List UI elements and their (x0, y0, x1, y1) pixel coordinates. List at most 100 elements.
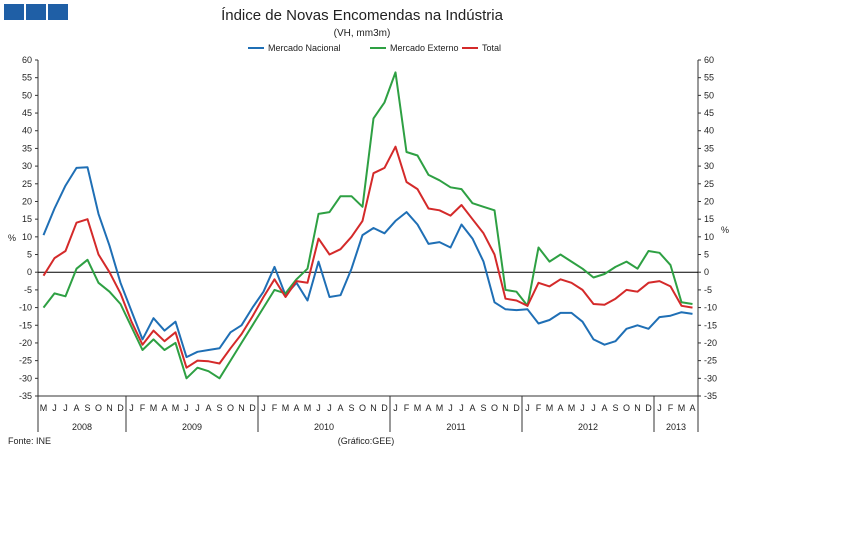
x-tick-label-month: O (623, 403, 630, 413)
y-tick-label-right: 10 (704, 232, 714, 242)
y-tick-label-left: -20 (19, 338, 32, 348)
legend-label: Total (482, 43, 501, 53)
x-tick-label-month: J (52, 403, 57, 413)
x-tick-label-month: N (370, 403, 377, 413)
logo-square-2 (26, 4, 46, 20)
x-tick-label-month: J (393, 403, 398, 413)
x-tick-label-month: S (216, 403, 222, 413)
y-tick-label-right: 45 (704, 108, 714, 118)
x-tick-label-month: M (282, 403, 290, 413)
x-tick-label-month: M (678, 403, 686, 413)
x-tick-label-month: J (261, 403, 266, 413)
y-tick-label-right: 60 (704, 55, 714, 65)
x-tick-label-month: D (513, 403, 520, 413)
y-tick-label-left: 10 (22, 232, 32, 242)
credit-note: (Gráfico:GEE) (338, 436, 395, 446)
y-tick-label-left: -15 (19, 320, 32, 330)
y-tick-label-right: -25 (704, 356, 717, 366)
x-tick-label-month: A (689, 403, 695, 413)
x-tick-label-month: F (404, 403, 410, 413)
chart-subtitle: (VH, mm3m) (334, 28, 391, 39)
x-tick-label-month: D (249, 403, 256, 413)
x-tick-label-year: 2012 (578, 422, 598, 432)
y-tick-label-left: 60 (22, 55, 32, 65)
y-tick-label-left: -25 (19, 356, 32, 366)
x-tick-label-month: J (195, 403, 200, 413)
y-tick-label-right: -20 (704, 338, 717, 348)
y-tick-label-right: -35 (704, 391, 717, 401)
x-tick-label-month: M (414, 403, 422, 413)
series-line-mercado-nacional (42, 166, 693, 359)
logo-square-1 (4, 4, 24, 20)
x-tick-label-month: A (557, 403, 563, 413)
y-tick-label-left: -30 (19, 373, 32, 383)
y-tick-label-right: -10 (704, 303, 717, 313)
x-tick-label-month: O (491, 403, 498, 413)
x-tick-label-month: S (84, 403, 90, 413)
y-tick-label-left: 15 (22, 214, 32, 224)
legend: Mercado Nacional Mercado Externo Total (248, 43, 501, 53)
y-tick-label-left: -10 (19, 303, 32, 313)
y-tick-label-right: 55 (704, 73, 714, 83)
x-tick-label-month: N (502, 403, 509, 413)
legend-label: Mercado Externo (390, 43, 459, 53)
y-tick-label-left: 50 (22, 90, 32, 100)
x-tick-label-month: N (238, 403, 245, 413)
x-tick-label-month: O (227, 403, 234, 413)
y-tick-label-left: 55 (22, 73, 32, 83)
x-tick-label-month: O (95, 403, 102, 413)
x-tick-label-month: O (359, 403, 366, 413)
x-tick-label-year: 2010 (314, 422, 334, 432)
x-tick-label-month: A (293, 403, 299, 413)
x-tick-label-month: M (150, 403, 158, 413)
x-tick-label-year: 2008 (72, 422, 92, 432)
y-tick-label-left: -35 (19, 391, 32, 401)
x-tick-label-month: N (106, 403, 113, 413)
x-tick-label-month: J (316, 403, 321, 413)
y-tick-label-left: 5 (27, 250, 32, 260)
x-tick-label-month: M (304, 403, 312, 413)
x-tick-label-month: M (40, 403, 48, 413)
x-tick-label-month: M (436, 403, 444, 413)
x-tick-label-month: J (591, 403, 596, 413)
y-tick-label-right: 50 (704, 90, 714, 100)
y-axis-label-right: % (721, 225, 729, 235)
series-group (42, 71, 693, 380)
chart-title: Índice de Novas Encomendas na Indústria (221, 7, 503, 24)
x-tick-label-month: S (612, 403, 618, 413)
x-tick-label-month: J (459, 403, 464, 413)
x-tick-label-month: N (634, 403, 641, 413)
logo-squares (4, 4, 68, 20)
x-tick-label-month: F (536, 403, 542, 413)
x-tick-label-month: J (63, 403, 68, 413)
x-tick-label-month: S (480, 403, 486, 413)
legend-label: Mercado Nacional (268, 43, 341, 53)
y-tick-label-left: 20 (22, 196, 32, 206)
x-tick-label-month: A (205, 403, 211, 413)
x-tick-label-month: F (668, 403, 674, 413)
y-tick-label-right: 20 (704, 196, 714, 206)
x-tick-label-month: A (337, 403, 343, 413)
y-tick-label-left: -5 (24, 285, 32, 295)
x-tick-label-month: D (645, 403, 652, 413)
x-tick-label-month: D (381, 403, 388, 413)
y-tick-label-right: 0 (704, 267, 709, 277)
x-tick-label-month: J (657, 403, 662, 413)
x-tick-label-month: D (117, 403, 124, 413)
x-tick-label-month: M (172, 403, 180, 413)
series-line-mercado-externo (42, 71, 693, 380)
x-tick-label-month: J (448, 403, 453, 413)
x-tick-label-month: J (525, 403, 530, 413)
y-tick-label-right: 30 (704, 161, 714, 171)
y-axis-label-left: % (8, 233, 16, 243)
x-tick-label-month: J (580, 403, 585, 413)
y-tick-label-left: 40 (22, 126, 32, 136)
y-tick-label-right: 25 (704, 179, 714, 189)
x-tick-label-month: J (327, 403, 332, 413)
y-tick-label-right: -30 (704, 373, 717, 383)
y-tick-label-right: -5 (704, 285, 712, 295)
series-line-total (42, 145, 693, 369)
y-tick-label-left: 45 (22, 108, 32, 118)
